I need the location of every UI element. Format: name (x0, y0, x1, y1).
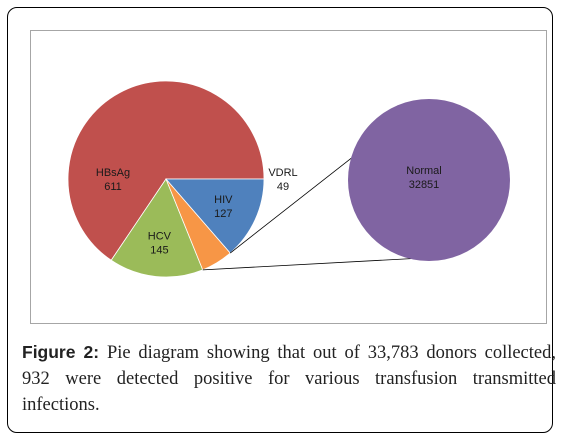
data-label-normal: Normal 32851 (406, 165, 441, 191)
figure-caption: Figure 2: Pie diagram showing that out o… (22, 339, 556, 418)
data-label-hbsag: HBsAg 611 (96, 167, 130, 193)
data-label-hiv: HIV 127 (214, 194, 233, 220)
caption-label: Figure 2: (22, 342, 100, 362)
pie-slice-normal (348, 99, 510, 261)
pie-of-pie-chart: HBsAg 611 HCV 145 VDRL 49 HIV 127 Normal 32851 (67, 80, 510, 278)
data-label-vdrl: VDRL 49 (268, 167, 297, 193)
chart-area: HBsAg 611 HCV 145 VDRL 49 HIV 127 Normal 32851 (30, 30, 547, 324)
figure-frame: HBsAg 611 HCV 145 VDRL 49 HIV 127 Normal 32851 Fi… (7, 7, 556, 433)
caption-text: Pie diagram showing that out of 33,783 d… (22, 343, 556, 415)
pie-slice-hbsag (67, 80, 265, 261)
connector-line-bottom (202, 257, 424, 271)
data-label-hcv: HCV 145 (148, 231, 172, 257)
pie-slice-hcv (110, 178, 204, 278)
